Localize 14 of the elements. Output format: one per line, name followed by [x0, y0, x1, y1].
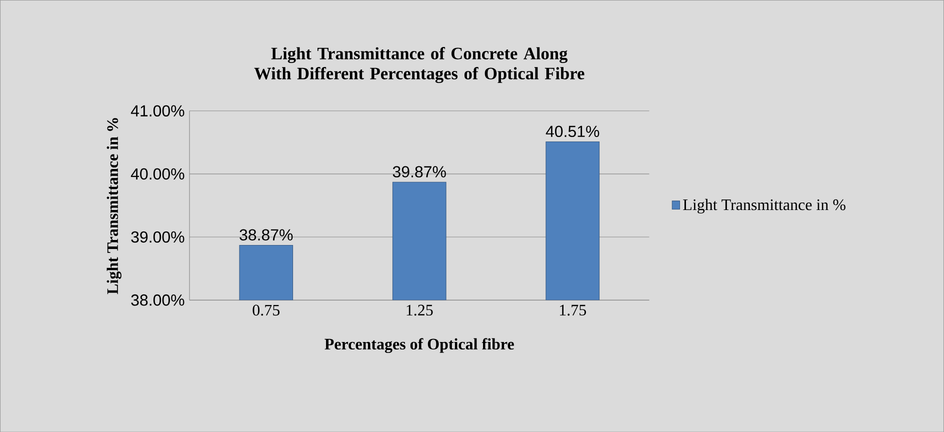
x-axis-title: Percentages of Optical fibre — [324, 338, 514, 353]
x-tick-label: 0.75 — [252, 304, 280, 316]
data-label: 39.87% — [392, 166, 446, 178]
y-axis-title: Light Transmittance in % — [106, 118, 122, 294]
y-tick-label: 39.00% — [131, 231, 184, 243]
x-tick-label: 1.75 — [560, 304, 586, 316]
data-label: 40.51% — [546, 126, 600, 137]
y-tick-label: 41.00% — [130, 105, 184, 116]
chart-title: Light Transmittance of Concrete Along With Different Percentages of Optical Fibre — [254, 46, 584, 83]
y-tick-label: 40.00% — [130, 168, 184, 180]
x-tick-label: 1.25 — [406, 304, 433, 316]
y-tick-label: 38.00% — [131, 294, 184, 306]
data-label: 38.87% — [240, 229, 293, 240]
legend-label: Light Transmittance in % — [683, 198, 846, 214]
